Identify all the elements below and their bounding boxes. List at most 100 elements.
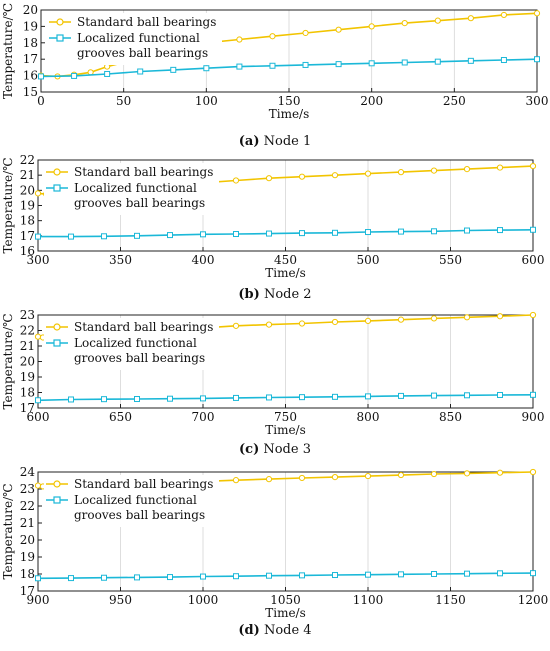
- legend-label: Localized functional grooves ball bearing…: [74, 181, 205, 210]
- x-tick-label: 100: [195, 94, 218, 108]
- data-point-localized: [35, 575, 41, 582]
- data-point-localized: [167, 232, 173, 239]
- x-tick-label: 850: [439, 410, 462, 424]
- data-point-standard: [331, 172, 339, 179]
- data-point-localized: [335, 61, 342, 68]
- legend-marker-circle: [53, 480, 61, 488]
- data-point-standard: [529, 311, 537, 319]
- data-point-standard: [430, 315, 438, 322]
- y-tick-label: 18: [20, 386, 35, 400]
- chart-node-3: 600 650 700 750 800 850 900 17 18 19 20 21 22 23 Time/…: [0, 310, 550, 470]
- x-tick-label: 250: [443, 94, 466, 108]
- data-point-localized: [269, 62, 276, 69]
- data-point-standard: [430, 167, 438, 174]
- data-point-localized: [332, 393, 338, 400]
- series-line-localized: [37, 394, 534, 402]
- data-point-localized: [233, 573, 239, 580]
- y-tick-label: 19: [20, 550, 35, 564]
- x-tick-label: 0: [37, 94, 45, 108]
- x-tick-label: 600: [522, 253, 545, 267]
- data-point-standard: [232, 477, 240, 484]
- caption-letter: (d): [238, 623, 260, 638]
- x-tick-label: 500: [357, 253, 380, 267]
- x-tick-label: 50: [116, 94, 131, 108]
- data-point-standard: [364, 170, 372, 177]
- y-tick-label: 21: [20, 168, 35, 182]
- data-point-localized: [68, 575, 74, 582]
- y-tick-label: 21: [20, 339, 35, 353]
- y-axis-label: Temperature/℃: [1, 3, 15, 99]
- data-point-localized: [530, 391, 536, 398]
- caption-letter: (c): [239, 442, 260, 457]
- series-line-localized: [37, 572, 534, 580]
- data-point-standard: [302, 29, 309, 37]
- data-point-localized: [266, 230, 272, 237]
- legend-marker-circle: [53, 323, 61, 331]
- data-point-localized: [464, 570, 470, 577]
- data-point-standard: [298, 320, 306, 327]
- legend-marker-square: [53, 184, 61, 192]
- legend-marker-square: [53, 339, 61, 347]
- data-point-standard: [434, 17, 441, 24]
- x-tick-label: 600: [27, 410, 50, 424]
- data-point-standard: [364, 472, 372, 480]
- data-point-standard: [397, 169, 405, 176]
- y-tick-label: 19: [23, 19, 38, 33]
- x-tick-label: 150: [278, 94, 301, 108]
- data-point-localized: [101, 233, 107, 240]
- legend-marker-circle: [56, 18, 64, 26]
- data-point-localized: [497, 227, 503, 234]
- data-point-standard: [430, 470, 438, 478]
- data-point-standard: [34, 190, 42, 197]
- caption-node-4: (d) Node 4: [0, 623, 550, 638]
- y-tick-label: 22: [20, 499, 35, 513]
- x-tick-label: 1150: [435, 593, 466, 607]
- data-point-standard: [397, 471, 405, 479]
- data-point-standard: [232, 177, 240, 184]
- caption-text: Node 2: [263, 287, 312, 302]
- caption-node-2: (b) Node 2: [0, 287, 550, 302]
- data-point-localized: [71, 72, 78, 79]
- data-point-localized: [233, 231, 239, 238]
- data-point-standard: [397, 316, 405, 323]
- data-point-localized: [236, 63, 243, 70]
- data-point-localized: [134, 574, 140, 581]
- data-point-localized: [200, 573, 206, 580]
- chart-node-1: 0 50 100 150 200 250 300 15 16 17 18 19 20 Time/s Temp…: [0, 0, 550, 160]
- legend-label: Localized functional grooves ball bearing…: [74, 493, 205, 522]
- data-point-localized: [35, 233, 41, 240]
- data-point-localized: [38, 73, 44, 80]
- y-tick-label: 18: [23, 36, 38, 50]
- data-point-localized: [365, 571, 371, 578]
- y-tick-label: 18: [20, 567, 35, 581]
- caption-node-1: (a) Node 1: [0, 134, 550, 149]
- y-tick-label: 17: [23, 52, 38, 66]
- data-point-localized: [101, 574, 107, 581]
- legend-background: [47, 13, 222, 65]
- y-tick-label: 23: [20, 310, 35, 322]
- x-tick-label: 1050: [270, 593, 301, 607]
- y-tick-label: 20: [23, 3, 38, 17]
- legend-label: Standard ball bearings: [77, 15, 216, 29]
- x-tick-label: 800: [357, 410, 380, 424]
- x-tick-label: 550: [439, 253, 462, 267]
- data-point-standard: [467, 15, 474, 22]
- y-axis-label: Temperature/℃: [1, 157, 15, 253]
- data-point-standard: [496, 313, 504, 320]
- data-point-localized: [398, 228, 404, 235]
- y-axis-label: Temperature/℃: [1, 483, 15, 579]
- data-point-standard: [331, 318, 339, 326]
- data-point-standard: [500, 11, 508, 19]
- data-point-standard: [265, 321, 273, 328]
- y-tick-label: 23: [20, 482, 35, 496]
- x-tick-label: 300: [526, 94, 549, 108]
- legend-background: [44, 475, 219, 527]
- data-point-localized: [365, 229, 371, 236]
- data-point-localized: [68, 396, 74, 403]
- x-axis-label: Time/s: [265, 423, 306, 437]
- data-point-standard: [34, 482, 42, 489]
- y-tick-label: 20: [20, 355, 35, 369]
- data-point-standard: [335, 26, 342, 33]
